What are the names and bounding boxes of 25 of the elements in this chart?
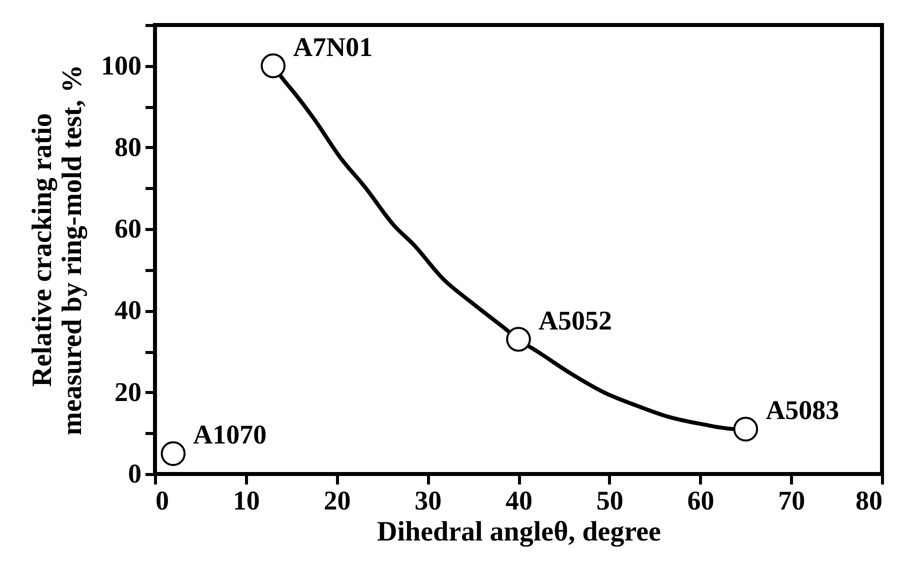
annotation: A1070 — [193, 420, 267, 450]
x-tick-label: 50 — [596, 486, 624, 516]
x-tick-label: 40 — [506, 486, 532, 516]
x-tick-label: 80 — [856, 486, 882, 516]
y-axis-title: Relative cracking ratio measured by ring-mold test, % — [27, 64, 88, 436]
x-tick-label: 70 — [778, 486, 806, 516]
y-tick-label: 80 — [114, 132, 142, 162]
annotation: A5052 — [538, 305, 612, 336]
point — [260, 53, 286, 78]
y-tick-label: 100 — [101, 50, 142, 80]
x-axis-title: Dihedral angleθ, degree — [377, 516, 661, 548]
point — [506, 326, 531, 352]
x-tick-label: 0 — [156, 486, 169, 516]
annotation: A5083 — [766, 395, 840, 426]
x-tick-label: 10 — [232, 486, 260, 516]
y-tick-label: 60 — [114, 214, 142, 244]
x-tick-label: 30 — [414, 486, 442, 516]
x-tick-label: 20 — [324, 486, 351, 516]
annotation: A7N01 — [293, 32, 373, 62]
y-tick-label: 0 — [128, 458, 142, 488]
y-tick-label: 20 — [114, 376, 142, 407]
y-tick-label: 40 — [114, 295, 142, 326]
x-tick-label: 60 — [687, 486, 714, 516]
point — [160, 441, 186, 466]
point — [733, 416, 758, 442]
